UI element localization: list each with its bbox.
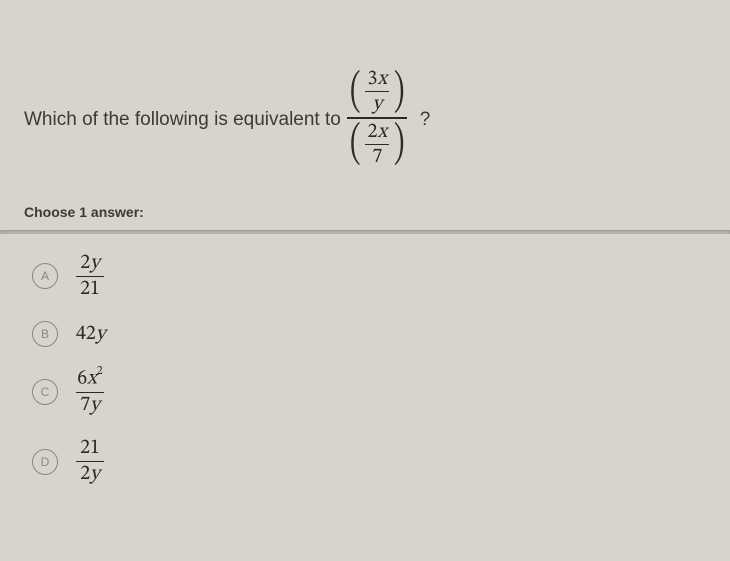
option-d-value: 21 2y [76,437,104,486]
expr-top-var: x [377,69,387,89]
question-mark: ? [420,109,431,131]
expr-top-num: 3 [368,69,378,89]
option-b-radio[interactable]: B [32,321,58,347]
option-a[interactable]: A 2y 21 [32,252,706,301]
option-d-radio[interactable]: D [32,449,58,475]
expr-bot-var: x [377,122,387,142]
option-c-value: 6x2 7y [76,367,104,417]
option-c[interactable]: C 6x2 7y [32,367,706,417]
option-c-radio[interactable]: C [32,379,58,405]
expr-top-den: y [372,93,382,115]
question-expression: ( 3x y ) ( 2x 7 [347,68,408,168]
expr-bot-num: 2 [368,122,378,142]
option-b[interactable]: B 42y [32,321,706,347]
option-b-value: 42y [76,322,105,347]
options-divider [0,230,730,234]
options-list: A 2y 21 B 42y C 6x2 7y D 21 [24,252,706,486]
numerator-paren: ( 3x y ) [347,68,408,115]
choose-label: Choose 1 answer: [24,204,706,220]
option-a-value: 2y 21 [76,252,104,301]
question-text: Which of the following is equivalent to [24,109,341,131]
option-d[interactable]: D 21 2y [32,437,706,486]
question-row: Which of the following is equivalent to … [24,70,706,170]
option-a-radio[interactable]: A [32,263,58,289]
denominator-paren: ( 2x 7 ) [347,121,408,168]
expr-bot-den: 7 [372,146,382,168]
